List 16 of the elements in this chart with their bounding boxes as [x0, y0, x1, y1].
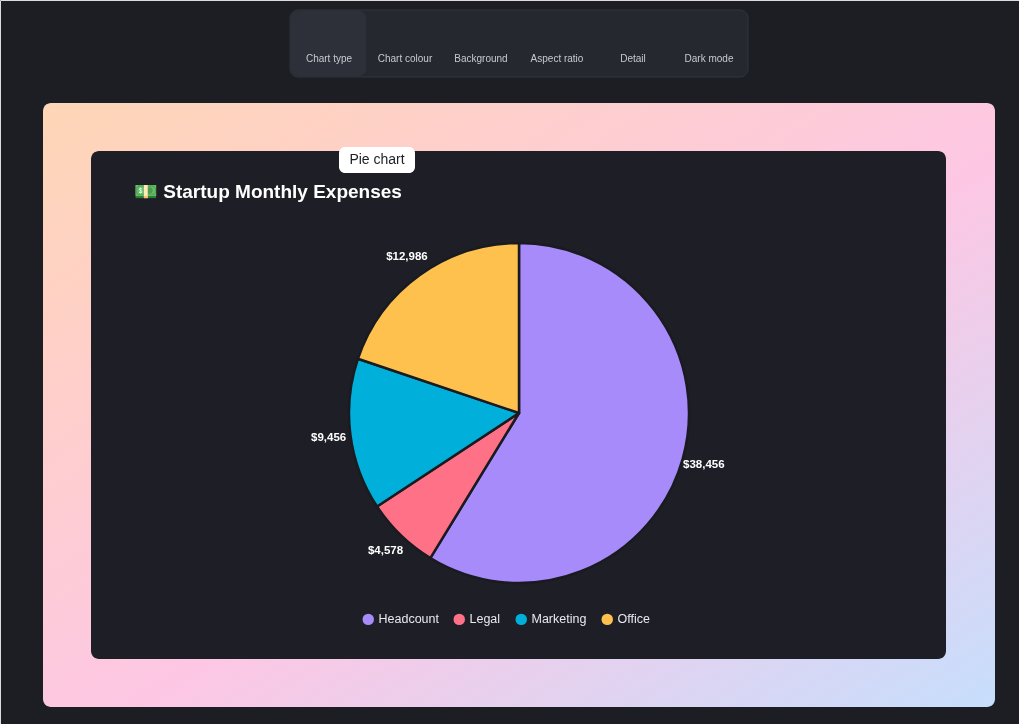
text: Chart colour	[377, 53, 433, 64]
text: Detail	[620, 53, 646, 64]
legend-label: Office	[617, 612, 650, 627]
legend-label: Legal	[469, 612, 501, 627]
legend-label: Marketing	[531, 612, 587, 627]
legend-label: Headcount	[378, 612, 440, 627]
text: Chart type	[305, 53, 353, 64]
text: Dark mode	[684, 53, 734, 64]
chart-title: 💵 Startup Monthly Expenses	[134, 181, 402, 202]
data-label: $38,456	[683, 458, 725, 471]
text: Aspect ratio	[530, 53, 584, 64]
text: Background	[454, 53, 508, 64]
data-label: $4,578	[367, 544, 404, 557]
data-label: $9,456	[311, 430, 347, 443]
data-label: $12,986	[386, 250, 428, 263]
text: Pie chart	[349, 151, 405, 167]
